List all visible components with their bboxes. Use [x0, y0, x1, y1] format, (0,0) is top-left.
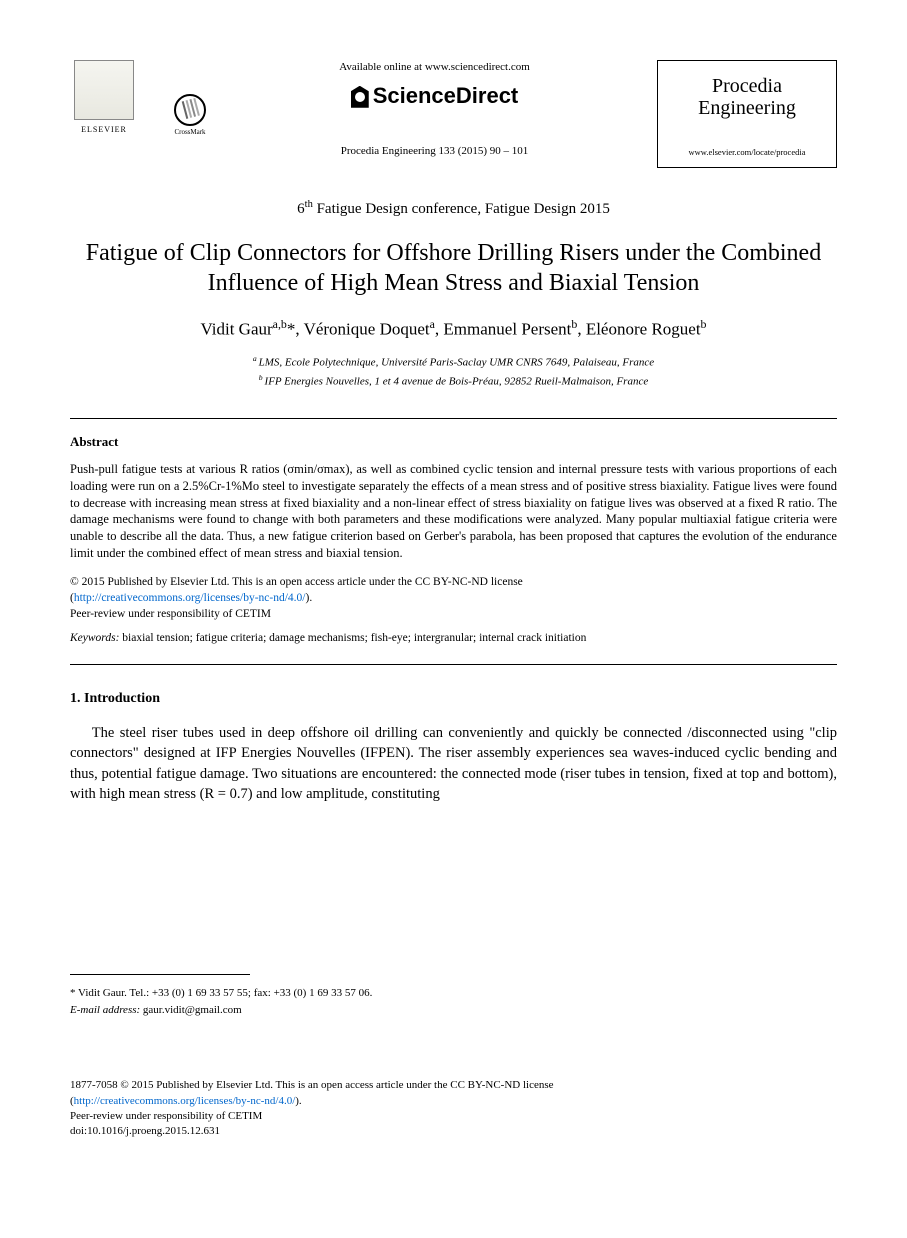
author-4: Eléonore Roguet	[586, 320, 701, 339]
keywords-text: biaxial tension; fatigue criteria; damag…	[122, 632, 586, 644]
author-3: Emmanuel Persent	[443, 320, 571, 339]
footnote-contact: * Vidit Gaur. Tel.: +33 (0) 1 69 33 57 5…	[70, 985, 837, 1002]
footnote-separator	[70, 974, 250, 975]
intro-heading: 1. Introduction	[70, 689, 837, 709]
copyright-block: © 2015 Published by Elsevier Ltd. This i…	[70, 574, 837, 622]
footer-doi: doi:10.1016/j.proeng.2015.12.631	[70, 1125, 220, 1137]
keywords-line: Keywords: biaxial tension; fatigue crite…	[70, 630, 837, 646]
abstract-text: Push-pull fatigue tests at various R rat…	[70, 461, 837, 562]
license-link[interactable]: http://creativecommons.org/licenses/by-n…	[74, 592, 306, 604]
article-title: Fatigue of Clip Connectors for Offshore …	[70, 238, 837, 298]
header-center: Available online at www.sciencedirect.co…	[212, 60, 657, 160]
abstract-heading: Abstract	[70, 433, 837, 451]
elsevier-logo[interactable]: ELSEVIER	[70, 60, 138, 138]
journal-box: Procedia Engineering www.elsevier.com/lo…	[657, 60, 837, 168]
header-row: ELSEVIER CrossMark Available online at w…	[70, 60, 837, 168]
sciencedirect-icon	[351, 86, 369, 108]
divider-above-abstract	[70, 418, 837, 419]
footnote-email-label: E-mail address:	[70, 1004, 140, 1016]
affiliation-b: IFP Energies Nouvelles, 1 et 4 avenue de…	[265, 375, 649, 387]
author-1: Vidit Gaur	[201, 320, 273, 339]
elsevier-label: ELSEVIER	[81, 124, 127, 135]
elsevier-tree-icon	[74, 60, 134, 120]
journal-url[interactable]: www.elsevier.com/locate/procedia	[670, 147, 824, 159]
divider-below-keywords	[70, 664, 837, 665]
sciencedirect-text: ScienceDirect	[373, 81, 519, 112]
footer-license-link[interactable]: http://creativecommons.org/licenses/by-n…	[74, 1095, 296, 1107]
crossmark-icon	[174, 94, 206, 126]
affiliation-a: LMS, Ecole Polytechnique, Université Par…	[259, 357, 655, 369]
left-logos: ELSEVIER CrossMark	[70, 60, 212, 138]
affiliations: a LMS, Ecole Polytechnique, Université P…	[70, 353, 837, 389]
footer-peer-review: Peer-review under responsibility of CETI…	[70, 1110, 262, 1122]
page-footer: 1877-7058 © 2015 Published by Elsevier L…	[70, 1078, 837, 1140]
sciencedirect-logo[interactable]: ScienceDirect	[351, 81, 519, 112]
journal-reference: Procedia Engineering 133 (2015) 90 – 101	[232, 144, 637, 159]
author-2: Véronique Doquet	[304, 320, 430, 339]
copyright-line1: © 2015 Published by Elsevier Ltd. This i…	[70, 576, 523, 588]
crossmark-badge[interactable]: CrossMark	[168, 94, 212, 138]
footer-issn-line: 1877-7058 © 2015 Published by Elsevier L…	[70, 1079, 554, 1091]
peer-review-line: Peer-review under responsibility of CETI…	[70, 608, 271, 620]
conference-line: 6th Fatigue Design conference, Fatigue D…	[70, 198, 837, 220]
crossmark-label: CrossMark	[174, 128, 205, 138]
intro-paragraph: The steel riser tubes used in deep offsh…	[70, 723, 837, 804]
footnote-block: * Vidit Gaur. Tel.: +33 (0) 1 69 33 57 5…	[70, 985, 837, 1018]
footnote-email[interactable]: gaur.vidit@gmail.com	[143, 1004, 242, 1016]
keywords-label: Keywords:	[70, 632, 119, 644]
available-online-text: Available online at www.sciencedirect.co…	[232, 60, 637, 75]
journal-name-2: Engineering	[670, 97, 824, 119]
journal-name-1: Procedia	[670, 75, 824, 97]
authors: Vidit Gaura,b*, Véronique Doqueta, Emman…	[70, 316, 837, 341]
